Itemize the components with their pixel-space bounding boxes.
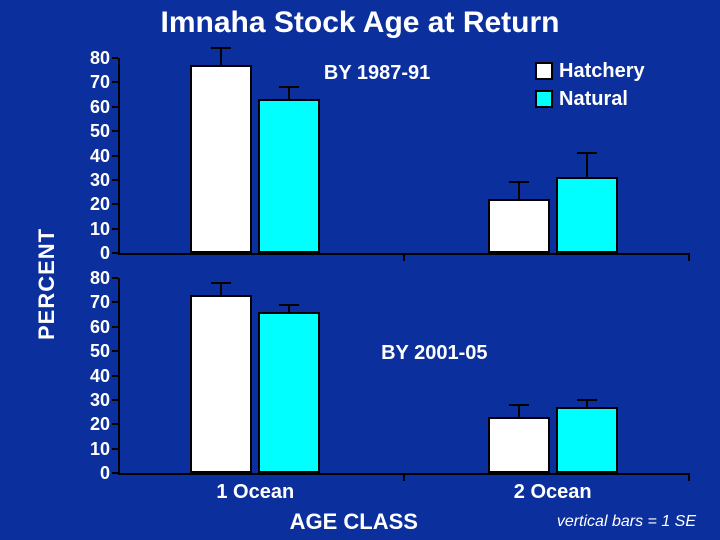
y-axis-label: PERCENT	[34, 228, 60, 340]
error-bar	[288, 305, 290, 312]
y-tick-mark	[112, 472, 118, 474]
y-tick-label: 10	[78, 439, 110, 460]
y-tick-mark	[112, 448, 118, 450]
y-tick-mark	[112, 375, 118, 377]
x-category-2-ocean: 2 Ocean	[493, 481, 613, 504]
y-tick-mark	[112, 57, 118, 59]
bar-hatchery	[488, 199, 550, 253]
error-bar	[220, 283, 222, 295]
y-tick-label: 70	[78, 72, 110, 93]
axis-end-tick	[688, 253, 690, 261]
bar-natural	[556, 407, 618, 473]
error-cap	[509, 404, 529, 406]
legend-label-natural: Natural	[559, 88, 628, 111]
error-bar	[518, 182, 520, 199]
bar-hatchery	[190, 65, 252, 253]
panel-title: BY 2001-05	[381, 342, 487, 365]
y-tick-label: 80	[78, 268, 110, 289]
legend-swatch-hatchery	[535, 62, 553, 80]
error-cap	[279, 86, 299, 88]
error-bar	[586, 400, 588, 407]
y-tick-label: 20	[78, 194, 110, 215]
bar-hatchery	[190, 295, 252, 473]
error-cap	[509, 181, 529, 183]
legend-label-hatchery: Hatchery	[559, 60, 645, 83]
error-cap	[211, 47, 231, 49]
x-axis-label: AGE CLASS	[290, 509, 418, 535]
y-tick-mark	[112, 301, 118, 303]
error-cap	[279, 304, 299, 306]
y-tick-label: 50	[78, 121, 110, 142]
y-tick-mark	[112, 228, 118, 230]
y-tick-mark	[112, 252, 118, 254]
y-tick-label: 0	[78, 243, 110, 264]
y-tick-mark	[112, 350, 118, 352]
y-tick-label: 40	[78, 146, 110, 167]
bar-natural	[556, 177, 618, 253]
y-tick-label: 30	[78, 170, 110, 191]
y-tick-mark	[112, 203, 118, 205]
axis-end-tick	[688, 473, 690, 481]
error-bar	[518, 405, 520, 417]
y-tick-label: 50	[78, 341, 110, 362]
footnote: vertical bars = 1 SE	[557, 513, 696, 531]
x-category-1-ocean: 1 Ocean	[195, 481, 315, 504]
error-cap	[577, 152, 597, 154]
axis-mid-tick	[403, 253, 405, 261]
y-tick-mark	[112, 179, 118, 181]
y-tick-label: 60	[78, 317, 110, 338]
y-tick-mark	[112, 106, 118, 108]
y-tick-mark	[112, 81, 118, 83]
error-bar	[220, 48, 222, 65]
y-tick-mark	[112, 155, 118, 157]
y-axis-line	[118, 278, 120, 473]
y-tick-mark	[112, 277, 118, 279]
error-bar	[586, 153, 588, 177]
y-tick-mark	[112, 399, 118, 401]
error-bar	[288, 87, 290, 99]
axis-mid-tick	[403, 473, 405, 481]
legend-swatch-natural	[535, 90, 553, 108]
slide: Imnaha Stock Age at Return PERCENT Hatch…	[0, 0, 720, 540]
y-tick-label: 20	[78, 414, 110, 435]
y-tick-label: 0	[78, 463, 110, 484]
y-axis-line	[118, 58, 120, 253]
y-tick-mark	[112, 130, 118, 132]
error-cap	[577, 399, 597, 401]
y-tick-label: 10	[78, 219, 110, 240]
y-tick-mark	[112, 326, 118, 328]
y-tick-label: 70	[78, 292, 110, 313]
bar-natural	[258, 312, 320, 473]
bar-natural	[258, 99, 320, 253]
error-cap	[211, 282, 231, 284]
y-tick-label: 40	[78, 366, 110, 387]
y-tick-label: 30	[78, 390, 110, 411]
y-tick-mark	[112, 423, 118, 425]
y-tick-label: 60	[78, 97, 110, 118]
bar-hatchery	[488, 417, 550, 473]
panel-title: BY 1987-91	[324, 62, 430, 85]
page-title: Imnaha Stock Age at Return	[0, 6, 720, 40]
y-tick-label: 80	[78, 48, 110, 69]
